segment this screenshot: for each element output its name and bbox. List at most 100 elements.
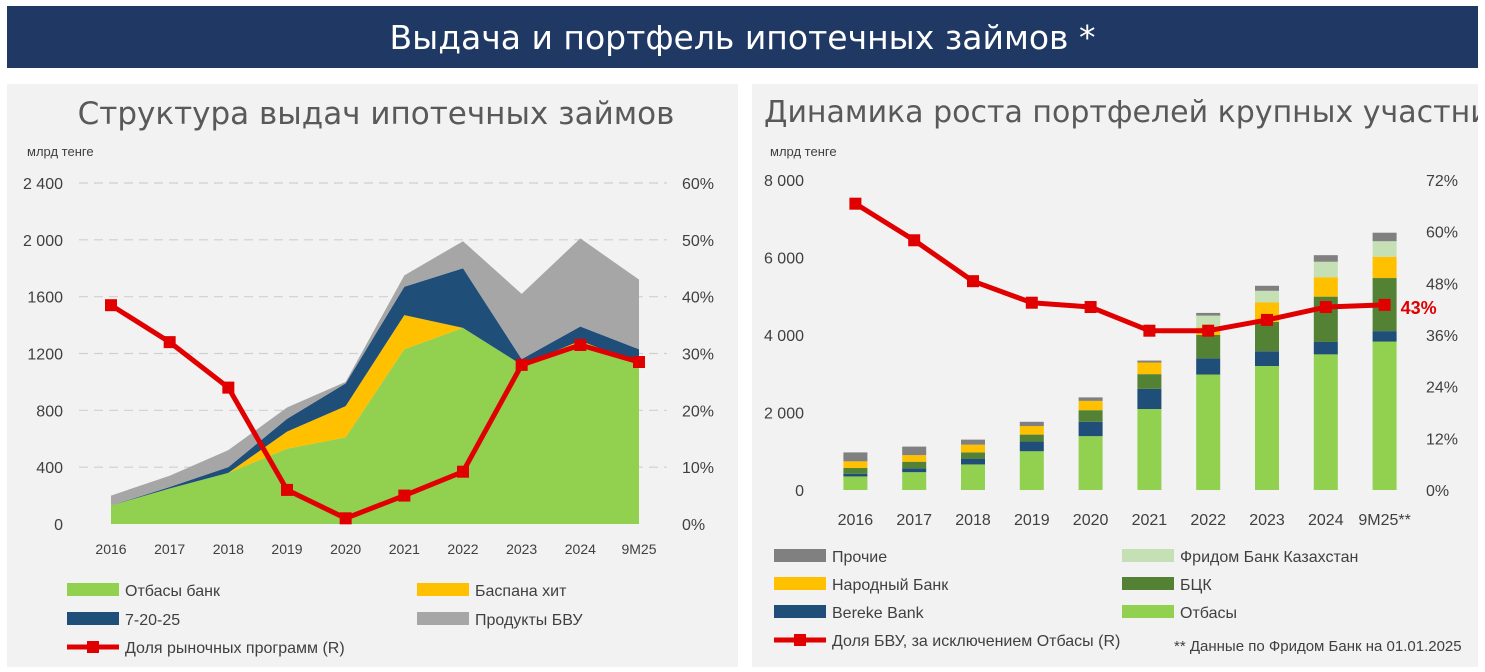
bar-otbasy-1 <box>902 472 927 490</box>
bar-bereke-bank-2 <box>961 458 985 465</box>
bar-narodny-bank-1 <box>902 455 927 462</box>
y2-tick-label: 30% <box>682 347 714 364</box>
x-tick-label: 2022 <box>447 541 478 557</box>
x-tick-label: 2017 <box>154 541 185 557</box>
y2-tick-label: 24% <box>1426 380 1458 397</box>
legend-swatch <box>67 583 119 596</box>
bar-prochie-0 <box>843 452 868 462</box>
bar-freedom-bank-6 <box>1196 315 1221 328</box>
area-otbasy <box>111 327 639 524</box>
y-tick-label: 400 <box>36 460 63 477</box>
legend-label: Bereke Bank <box>832 605 925 622</box>
legend-swatch <box>417 612 469 625</box>
bar-bck-5 <box>1137 374 1162 389</box>
x-tick-label: 2019 <box>1014 512 1050 529</box>
legend-label: 7-20-25 <box>125 612 180 629</box>
y-tick-label: 0 <box>795 483 804 500</box>
bar-bck-1 <box>902 461 927 469</box>
y2-tick-label: 60% <box>682 176 714 193</box>
bar-narodny-bank-5 <box>1137 362 1162 375</box>
x-tick-label: 9M25** <box>1358 512 1410 529</box>
x-tick-label: 2019 <box>271 541 302 557</box>
y-tick-label: 8 000 <box>764 173 804 190</box>
bar-prochie-1 <box>902 446 927 456</box>
bar-prochie-3 <box>1019 421 1044 427</box>
legend-swatch <box>1122 549 1174 562</box>
legend-label: Продукты БВУ <box>475 612 583 629</box>
last-point-label: 43% <box>1401 298 1437 318</box>
y2-tick-label: 12% <box>1426 431 1458 448</box>
x-tick-label: 2023 <box>1249 512 1285 529</box>
bar-bereke-bank-7 <box>1255 351 1279 366</box>
bar-bck-7 <box>1255 321 1279 352</box>
bar-narodny-bank-9 <box>1372 256 1397 279</box>
legend-swatch <box>1122 577 1174 590</box>
bar-bck-3 <box>1019 434 1044 442</box>
issuance-chart-panel: Структура выдач ипотечных займов млрд тен… <box>7 84 738 667</box>
bar-bereke-bank-6 <box>1196 358 1221 375</box>
x-tick-label: 2020 <box>330 541 361 557</box>
bar-prochie-9 <box>1372 232 1397 242</box>
bar-prochie-6 <box>1196 312 1221 316</box>
market-share-marker-4 <box>339 512 352 525</box>
bar-bck-2 <box>961 452 985 459</box>
market-share-marker-1 <box>163 336 176 349</box>
x-tick-label: 2022 <box>1190 512 1226 529</box>
bvu-share-line <box>854 201 1385 334</box>
y2-tick-label: 36% <box>1426 328 1458 345</box>
x-tick-label: 2016 <box>838 512 874 529</box>
bar-bereke-bank-4 <box>1078 421 1103 437</box>
bar-bereke-bank-1 <box>902 468 927 473</box>
legend-label: БЦК <box>1180 577 1212 594</box>
bar-bereke-bank-8 <box>1313 341 1338 355</box>
portfolio-chart-panel: Динамика роста портфелей крупных участни… <box>752 84 1478 667</box>
y2-tick-label: 20% <box>682 403 714 420</box>
bar-prochie-2 <box>961 439 985 445</box>
market-share-line <box>109 303 640 521</box>
bar-bereke-bank-9 <box>1372 331 1397 342</box>
x-tick-label: 2017 <box>896 512 932 529</box>
y2-tick-label: 48% <box>1426 276 1458 293</box>
market-share-marker-3 <box>281 483 293 496</box>
x-tick-label: 2016 <box>95 541 126 557</box>
bar-otbasy-9 <box>1372 341 1397 490</box>
x-tick-label: 2018 <box>955 512 991 529</box>
bar-otbasy-2 <box>961 464 985 490</box>
bvu-share-marker-1 <box>908 234 921 247</box>
bar-prochie-4 <box>1078 397 1103 401</box>
x-tick-label: 9M25 <box>621 541 656 557</box>
legend-swatch <box>774 549 826 562</box>
legend-line-marker <box>794 634 806 646</box>
x-tick-label: 2018 <box>213 541 244 557</box>
bar-narodny-bank-0 <box>843 461 868 468</box>
legend-label: Доля БВУ, за исключением Отбасы (R) <box>832 633 1120 650</box>
chart-title: Структура выдач ипотечных займов <box>78 96 675 132</box>
bar-bck-4 <box>1078 410 1103 422</box>
legend-label: Отбасы <box>1180 605 1237 622</box>
bar-prochie-8 <box>1313 255 1338 262</box>
legend-label: Фридом Банк Казахстан <box>1180 549 1358 566</box>
bar-narodny-bank-4 <box>1078 400 1103 411</box>
bar-narodny-bank-3 <box>1019 426 1044 435</box>
legend-swatch <box>774 605 826 618</box>
y-tick-label: 1200 <box>27 347 63 364</box>
y2-tick-label: 72% <box>1426 173 1458 190</box>
bar-bereke-bank-3 <box>1019 441 1044 452</box>
bvu-share-marker-9 <box>1378 298 1391 311</box>
bar-bereke-bank-0 <box>843 473 868 477</box>
y-tick-label: 2 000 <box>23 233 63 250</box>
legend-swatch <box>1122 605 1174 618</box>
issuance-area-chart: Структура выдач ипотечных займов млрд тен… <box>23 96 714 657</box>
bar-otbasy-4 <box>1078 436 1103 490</box>
x-tick-label: 2023 <box>506 541 537 557</box>
market-share-marker-9 <box>633 356 645 369</box>
market-share-marker-6 <box>457 465 469 478</box>
legend-swatch <box>67 612 119 625</box>
legend-label: Баспана хит <box>475 583 567 600</box>
bvu-share-marker-2 <box>967 275 979 288</box>
bar-otbasy-0 <box>843 476 868 490</box>
unit-label: млрд тенге <box>770 144 837 159</box>
market-share-marker-7 <box>515 358 528 371</box>
market-share-marker-2 <box>222 381 235 394</box>
y-tick-label: 6 000 <box>764 251 804 268</box>
